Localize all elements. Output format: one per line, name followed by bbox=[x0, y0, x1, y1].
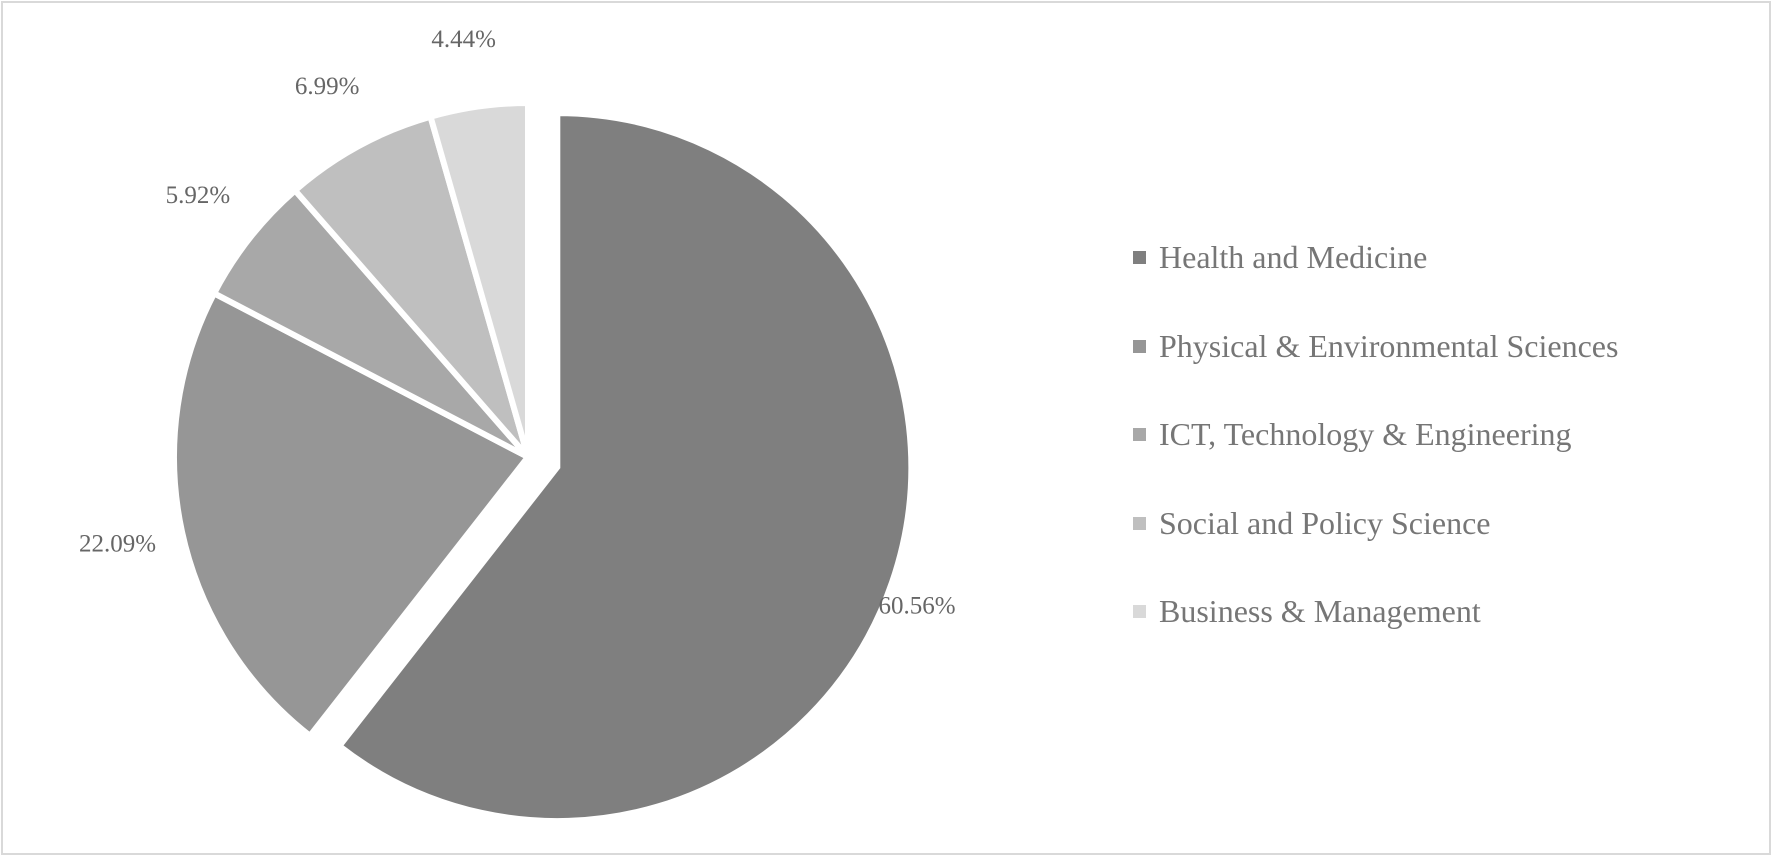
legend-swatch-ict-technology-engineering bbox=[1133, 428, 1146, 441]
data-label-business-management: 4.44% bbox=[431, 26, 496, 53]
legend-swatch-health-and-medicine bbox=[1133, 251, 1146, 264]
data-label-ict-technology-engineering: 5.92% bbox=[166, 182, 231, 209]
data-label-physical-environmental-sciences: 22.09% bbox=[79, 531, 156, 558]
pie-slice-physical-environmental-sciences bbox=[171, 289, 533, 741]
pie-slice-business-management bbox=[426, 99, 531, 458]
pie-slice-health-and-medicine bbox=[335, 110, 915, 825]
legend-label-ict-technology-engineering: ICT, Technology & Engineering bbox=[1159, 416, 1572, 452]
legend-swatch-social-and-policy-science bbox=[1133, 516, 1146, 530]
data-label-health-and-medicine: 60.56% bbox=[879, 593, 956, 620]
legend-label-social-and-policy-science: Social and Policy Science bbox=[1159, 504, 1491, 541]
legend-label-business-management: Business & Management bbox=[1159, 593, 1481, 629]
legend-swatch-physical-environmental-sciences bbox=[1133, 339, 1146, 353]
legend-swatch-business-management bbox=[1133, 605, 1146, 618]
legend-label-physical-environmental-sciences: Physical & Environmental Sciences bbox=[1159, 327, 1619, 364]
legend-label-health-and-medicine: Health and Medicine bbox=[1159, 239, 1428, 275]
data-label-social-and-policy-science: 6.99% bbox=[295, 73, 360, 100]
pie-slice-social-and-policy-science bbox=[290, 112, 531, 459]
